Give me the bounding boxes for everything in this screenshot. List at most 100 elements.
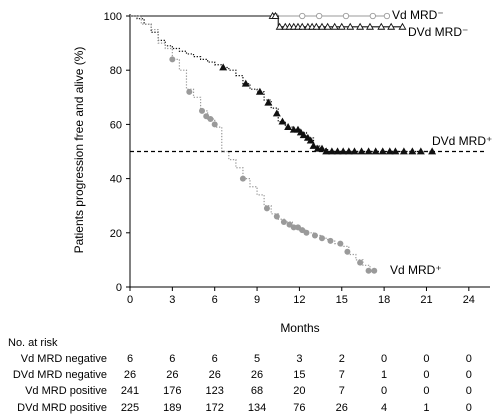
risk-value: 0	[381, 353, 388, 365]
censor-marker	[311, 232, 318, 239]
censor-marker	[271, 11, 280, 19]
x-tick-label: 15	[336, 294, 348, 306]
censor-marker	[303, 229, 310, 236]
censor-marker	[377, 22, 386, 30]
censor-marker	[337, 22, 346, 30]
risk-value: 6	[211, 353, 218, 365]
censor-marker	[357, 259, 364, 266]
censor-marker	[284, 123, 293, 130]
censor-marker	[378, 147, 387, 155]
censor-marker	[219, 63, 228, 71]
risk-row-label: DVd MRD positive	[17, 401, 107, 414]
censor-marker	[339, 147, 348, 155]
censor-marker	[312, 22, 321, 30]
censor-marker	[299, 12, 306, 20]
risk-value: 123	[205, 385, 224, 398]
censor-marker	[387, 22, 396, 30]
y-tick-label: 80	[110, 65, 122, 77]
risk-value: 189	[163, 401, 182, 414]
censor-marker	[263, 205, 270, 212]
x-axis-label: Months	[280, 321, 319, 335]
chart-marks	[130, 11, 487, 274]
censor-marker	[350, 147, 359, 155]
censor-marker	[346, 22, 355, 30]
censor-marker	[408, 147, 417, 155]
censor-marker	[309, 141, 318, 149]
x-tick-label: 6	[212, 294, 218, 306]
censor-marker	[299, 131, 308, 139]
risk-value: 20	[293, 385, 306, 398]
censor-marker	[383, 12, 391, 20]
censor-marker	[344, 248, 351, 255]
series-dvd-mrd-neg	[130, 11, 407, 30]
risk-value: 0	[465, 369, 472, 382]
risk-value: 68	[250, 385, 264, 398]
censor-marker	[278, 117, 287, 125]
censor-marker	[398, 22, 407, 30]
risk-value: 76	[293, 401, 306, 414]
censor-marker	[356, 22, 365, 30]
risk-value: 1	[423, 401, 430, 414]
risk-value: 0	[423, 353, 430, 365]
censor-marker	[344, 147, 353, 155]
risk-row: DVd MRD positive 225 189 172 134 76 26 4 1 0	[0, 402, 500, 418]
risk-value: 26	[335, 401, 348, 414]
series-vd-mrd-pos	[130, 15, 378, 274]
y-tick-label: 100	[104, 11, 122, 23]
risk-value: 2	[338, 353, 345, 365]
risk-value: 3	[296, 353, 303, 365]
censor-marker	[273, 213, 280, 220]
risk-value: 4	[381, 401, 388, 414]
x-tick-label: 0	[127, 294, 133, 306]
y-tick-label: 0	[116, 282, 122, 294]
censor-marker	[330, 22, 339, 30]
risk-value: 0	[465, 353, 472, 365]
risk-value: 15	[293, 369, 306, 382]
risk-value: 0	[423, 369, 430, 382]
y-tick-label: 20	[110, 228, 122, 240]
censor-marker	[298, 22, 307, 30]
censor-marker	[327, 147, 336, 155]
censor-marker	[264, 98, 273, 106]
series-label: Vd MRD⁺	[390, 263, 442, 277]
risk-value: 5	[253, 353, 261, 365]
x-tick-label: 3	[169, 294, 175, 306]
risk-value: 7	[338, 385, 345, 398]
censor-marker	[357, 147, 366, 155]
risk-row-label: DVd MRD negative	[12, 369, 107, 382]
censor-marker	[327, 237, 334, 244]
risk-row: DVd MRD negative 26 26 26 26 15 7 1 0 0	[0, 369, 500, 385]
x-tick-label: 24	[463, 294, 475, 306]
risk-value: 241	[120, 385, 140, 398]
risk-value: 1	[381, 369, 388, 382]
censor-marker	[290, 224, 297, 231]
censor-marker	[399, 147, 408, 155]
censor-marker	[241, 79, 250, 87]
censor-marker	[416, 147, 425, 155]
risk-table-title: No. at risk	[8, 337, 58, 349]
km-curve	[130, 15, 376, 272]
km-curve	[130, 15, 434, 153]
censor-marker	[385, 147, 394, 155]
censor-marker	[211, 121, 218, 128]
risk-value: 26	[250, 369, 264, 382]
risk-value: 134	[247, 401, 267, 414]
censor-marker	[337, 240, 344, 247]
x-tick-label: 12	[293, 294, 305, 306]
censor-marker	[319, 235, 325, 242]
series-label: DVd MRD⁻	[408, 25, 468, 39]
censor-marker	[239, 175, 246, 182]
censor-marker	[391, 147, 400, 155]
series-labels: Vd MRD⁻ DVd MRD⁻ DVd MRD⁺ Vd MRD⁺	[390, 8, 492, 277]
x-tick-label: 21	[420, 294, 432, 306]
risk-value: 0	[423, 385, 430, 398]
censor-marker	[428, 147, 437, 155]
censor-marker	[369, 12, 376, 20]
risk-value: 172	[205, 401, 224, 414]
risk-row: Vd MRD positive 241 176 123 68 20 7 0 0 0	[0, 385, 500, 401]
censor-marker	[272, 109, 281, 117]
y-tick-label: 60	[110, 119, 122, 131]
risk-value: 6	[126, 353, 134, 365]
censor-marker	[371, 267, 378, 274]
censor-marker	[371, 147, 380, 155]
